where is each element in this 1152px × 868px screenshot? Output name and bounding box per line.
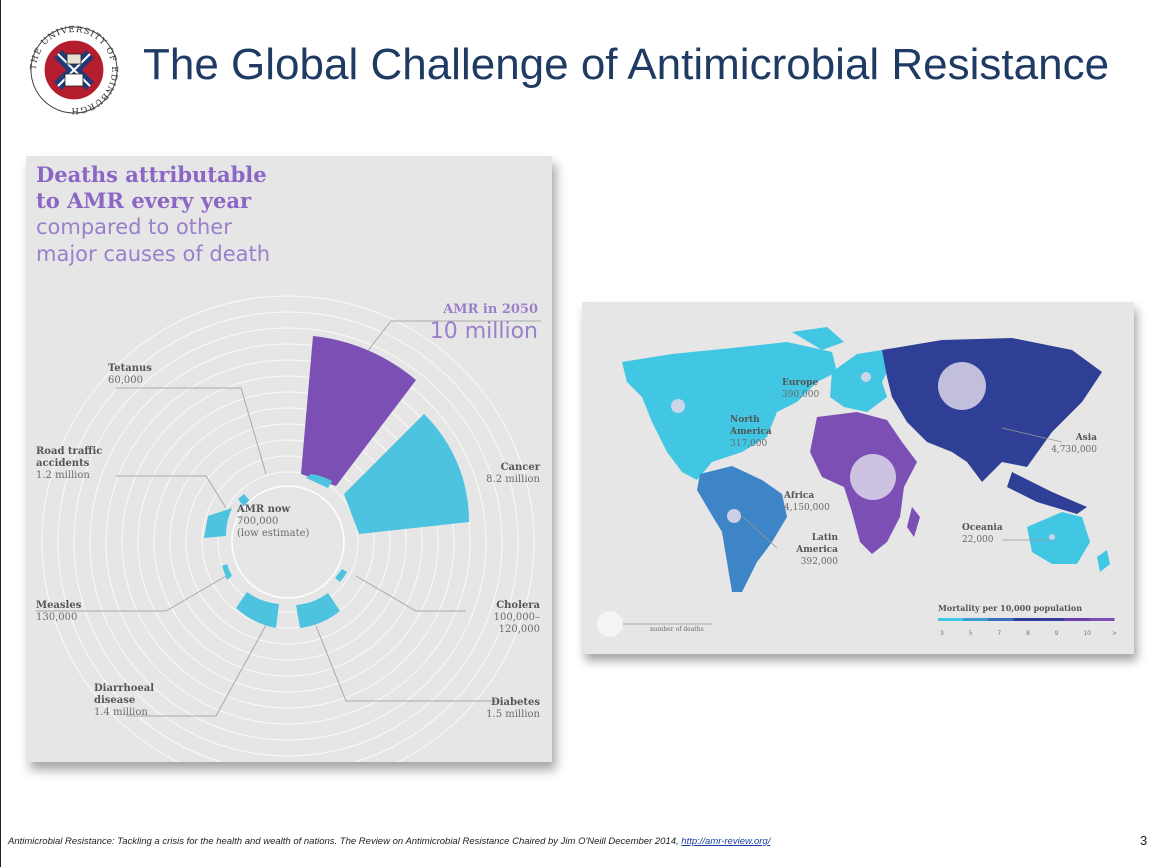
- amr-now-bar: [306, 474, 332, 488]
- legend-bubble-label: number of deaths: [650, 626, 704, 633]
- ring: [89, 343, 487, 741]
- scale-segment: [938, 618, 964, 621]
- label-cancer: Cancer 8.2 million: [486, 462, 540, 485]
- diabetes-bar: [296, 593, 340, 628]
- heading-light-1: compared to other: [36, 215, 232, 239]
- citation-footer: Antimicrobial Resistance: Tackling a cri…: [8, 836, 770, 847]
- ring: [57, 311, 519, 762]
- amr-now-center: [231, 485, 345, 599]
- scale-tick: 5: [968, 630, 973, 637]
- ring: [217, 471, 359, 613]
- diarrhoeal-bar: [236, 592, 279, 628]
- leader-lines: [36, 320, 541, 717]
- region-greenland: [792, 327, 844, 350]
- label-europe: Europe 390,000: [782, 378, 820, 400]
- mortality-scale-bar: [938, 618, 1115, 621]
- page-number: 3: [1140, 833, 1148, 848]
- cholera-bar: [335, 569, 347, 582]
- region-se-asia-islands: [1007, 472, 1087, 514]
- scale-segment: [963, 618, 989, 621]
- scale-tick: 8: [1026, 630, 1030, 637]
- label-diarrhoeal: Diarrhoeal disease 1.4 million: [94, 683, 155, 718]
- scale-segment: [1013, 618, 1040, 621]
- region-oceania: [1027, 512, 1090, 564]
- label-latin-america: Latin America 392,000: [796, 533, 838, 567]
- legend-scale-ticks: 3 5 7 8 9 10 >: [940, 630, 1118, 638]
- label-oceania: Oceania 22,000: [962, 523, 1003, 545]
- amr-2050-bar: [301, 336, 416, 486]
- label-tetanus: Tetanus 60,000: [108, 363, 152, 386]
- bubble-africa: [850, 454, 896, 500]
- legend-bubble: [597, 611, 623, 637]
- region-latin-america: [697, 466, 787, 592]
- amr-2050-value: 10 million: [429, 319, 538, 344]
- scale-tick: 7: [997, 630, 1002, 637]
- scale-tick: 9: [1054, 630, 1059, 637]
- amr-2050-callout: AMR in 2050 10 million: [430, 302, 538, 344]
- bubble-latin-america: [727, 509, 741, 523]
- ring: [73, 327, 503, 757]
- scale-tick: 3: [940, 630, 944, 637]
- region-asia: [882, 338, 1102, 482]
- ring: [153, 407, 423, 677]
- region-europe: [830, 350, 892, 412]
- radial-rings: [41, 295, 535, 762]
- region-north-america: [622, 342, 837, 480]
- road-traffic-bar: [204, 508, 232, 538]
- scale-segment: [1063, 618, 1090, 621]
- ring: [185, 439, 391, 645]
- cancer-bar: [344, 414, 470, 534]
- scale-segment: [1038, 618, 1065, 621]
- ring: [41, 295, 535, 762]
- bubble-oceania: [1049, 534, 1055, 540]
- heading-bold-1: Deaths attributable: [36, 162, 267, 187]
- heading-bold-2: to AMR every year: [36, 188, 252, 213]
- scale-tick: 10: [1083, 630, 1091, 637]
- scale-segment: [988, 618, 1014, 621]
- slide-title: The Global Challenge of Antimicrobial Re…: [143, 40, 1110, 89]
- radial-chart: [36, 295, 541, 762]
- scale-segment: [1088, 618, 1115, 621]
- label-cholera: Cholera 100,000– 120,000: [493, 600, 540, 635]
- label-north-america: North America 317,000: [730, 415, 772, 449]
- region-new-zealand: [1097, 550, 1110, 572]
- amr-now-label: AMR now 700,000 (low estimate): [237, 504, 310, 539]
- label-africa: Africa 4,150,000: [784, 491, 830, 513]
- region-madagascar: [907, 507, 920, 537]
- university-logo: THE UNIVERSITY OF EDINBURGH: [29, 25, 118, 115]
- deaths-infographic: Deaths attributable to AMR every year co…: [26, 156, 552, 762]
- world-map: [597, 327, 1115, 637]
- bubble-asia: [938, 362, 986, 410]
- ring: [105, 359, 471, 725]
- citation-link[interactable]: http://amr-review.org/: [681, 836, 771, 847]
- ring: [137, 391, 439, 693]
- bubble-europe: [861, 372, 871, 382]
- scale-tick: >: [1112, 630, 1118, 637]
- amr-2050-label: AMR in 2050: [443, 302, 538, 317]
- ring: [201, 455, 375, 629]
- heading-light-2: major causes of death: [36, 242, 271, 266]
- ring: [121, 375, 455, 709]
- bubble-north-america: [671, 399, 685, 413]
- citation-text: Antimicrobial Resistance: Tackling a cri…: [8, 836, 682, 847]
- label-asia: Asia 4,730,000: [1051, 433, 1097, 455]
- label-measles: Measles 130,000: [36, 600, 82, 623]
- label-diabetes: Diabetes 1.5 million: [486, 697, 540, 720]
- world-map-panel: Europe 390,000 North America 317,000 Asia 4,…: [582, 302, 1134, 654]
- ring: [169, 423, 407, 661]
- label-road-traffic: Road traffic accidents 1.2 million: [36, 446, 103, 481]
- measles-bar: [222, 564, 232, 580]
- legend-scale-title: Mortality per 10,000 population: [938, 603, 1083, 613]
